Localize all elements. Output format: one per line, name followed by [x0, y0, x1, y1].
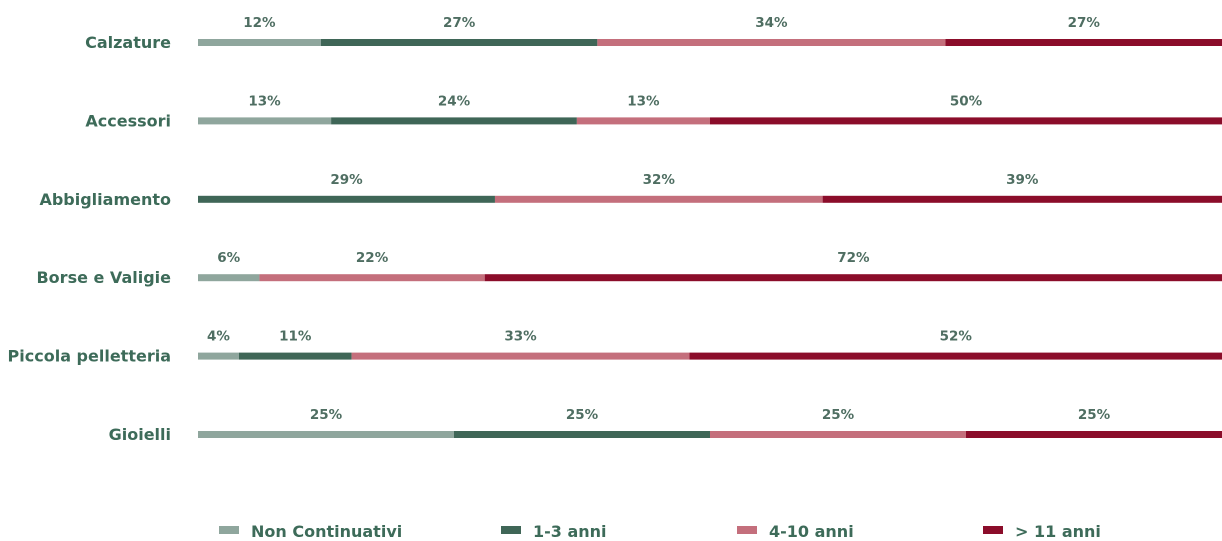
data-label-gioielli-11-anni: 25% [1078, 407, 1111, 423]
bar-piccola-pelletteria-11-anni [689, 352, 1222, 360]
data-label-abbigliamento-11-anni: 39% [1006, 172, 1039, 188]
category-labels: Calzature Accessori Abbigliamento Borse e V… [8, 33, 172, 444]
legend-label-11-anni: > 11 anni [1015, 522, 1101, 541]
category-label-borse-e-valigie: Borse e Valigie [36, 268, 171, 287]
data-label-piccola-pelletteria-1-3-anni: 11% [279, 329, 312, 345]
legend: Non Continuativi 1-3 anni 4-10 anni > 11 an… [219, 522, 1101, 541]
category-label-gioielli: Gioielli [109, 425, 171, 444]
bar-calzature-4-10-anni [597, 39, 946, 46]
data-label-accessori-11-anni: 50% [950, 93, 983, 109]
bar-calzature-non-continuativi [198, 39, 321, 46]
bars-layer [198, 39, 1222, 438]
data-label-gioielli-1-3-anni: 25% [566, 407, 599, 423]
category-label-accessori: Accessori [85, 111, 171, 130]
bar-gioielli-non-continuativi [198, 431, 454, 438]
data-label-borse-e-valigie-non-continuativi: 6% [217, 250, 240, 266]
data-label-gioielli-4-10-anni: 25% [822, 407, 855, 423]
bar-gioielli-4-10-anni [710, 431, 966, 438]
bar-piccola-pelletteria-non-continuativi [198, 352, 239, 360]
data-label-piccola-pelletteria-non-continuativi: 4% [207, 329, 230, 345]
bar-calzature-11-anni [945, 39, 1222, 46]
data-label-calzature-4-10-anni: 34% [755, 15, 788, 31]
legend-swatch-non-continuativi [219, 526, 239, 534]
legend-label-4-10-anni: 4-10 anni [769, 522, 854, 541]
bar-borse-e-valigie-11-anni [484, 274, 1222, 282]
bar-gioielli-11-anni [966, 431, 1222, 438]
data-label-piccola-pelletteria-11-anni: 52% [940, 329, 973, 345]
legend-label-non-continuativi: Non Continuativi [251, 522, 402, 541]
data-label-abbigliamento-4-10-anni: 32% [643, 172, 676, 188]
bar-abbigliamento-4-10-anni [494, 195, 823, 203]
data-label-gioielli-non-continuativi: 25% [310, 407, 343, 423]
legend-label-1-3-anni: 1-3 anni [533, 522, 607, 541]
bar-gioielli-1-3-anni [454, 431, 710, 438]
data-label-borse-e-valigie-4-10-anni: 22% [356, 250, 389, 266]
data-label-accessori-1-3-anni: 24% [438, 93, 471, 109]
category-label-piccola-pelletteria: Piccola pelletteria [8, 347, 171, 366]
data-label-calzature-1-3-anni: 27% [443, 15, 476, 31]
bar-accessori-non-continuativi [198, 117, 332, 125]
legend-swatch-4-10-anni [737, 526, 757, 534]
bar-borse-e-valigie-4-10-anni [259, 274, 485, 282]
bar-abbigliamento-1-3-anni [198, 195, 495, 203]
data-label-borse-e-valigie-11-anni: 72% [837, 250, 870, 266]
category-label-abbigliamento: Abbigliamento [39, 190, 171, 209]
data-label-accessori-4-10-anni: 13% [627, 93, 660, 109]
legend-swatch-1-3-anni [501, 526, 521, 534]
data-label-calzature-non-continuativi: 12% [243, 15, 276, 31]
data-label-calzature-11-anni: 27% [1068, 15, 1101, 31]
category-label-calzature: Calzature [85, 33, 171, 52]
data-label-piccola-pelletteria-4-10-anni: 33% [504, 329, 537, 345]
bar-piccola-pelletteria-4-10-anni [351, 352, 690, 360]
bar-abbigliamento-11-anni [822, 195, 1222, 203]
bar-borse-e-valigie-non-continuativi [198, 274, 260, 282]
legend-swatch-11-anni [983, 526, 1003, 534]
percent-labels: 12% 27% 34% 27% 13% 24% 13% 50% 29% 32% 39% 6% 22% 72… [207, 15, 1111, 423]
bar-accessori-11-anni [710, 117, 1222, 125]
bar-calzature-1-3-anni [320, 39, 598, 46]
bar-accessori-4-10-anni [576, 117, 710, 125]
bar-piccola-pelletteria-1-3-anni [238, 352, 352, 360]
data-label-abbigliamento-1-3-anni: 29% [330, 172, 363, 188]
data-label-accessori-non-continuativi: 13% [248, 93, 281, 109]
bar-accessori-1-3-anni [331, 117, 577, 125]
